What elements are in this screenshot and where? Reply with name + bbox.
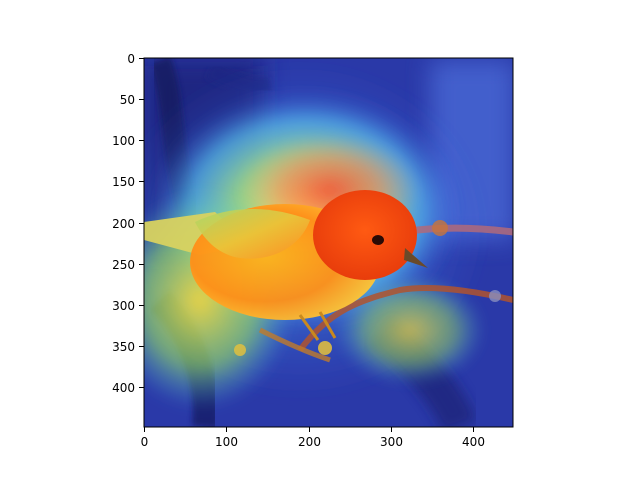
x-tick-label: 200 xyxy=(298,435,321,449)
heatmap-image xyxy=(144,58,513,427)
y-tick-label: 300 xyxy=(112,299,135,313)
y-tick-label: 200 xyxy=(112,217,135,231)
x-axis: 0 100 200 300 400 xyxy=(141,427,485,449)
y-tick-label: 100 xyxy=(112,134,135,148)
y-tick-label: 50 xyxy=(120,93,135,107)
x-tick-label: 400 xyxy=(462,435,485,449)
y-axis: 0 50 100 150 200 250 300 350 400 xyxy=(112,52,144,395)
plot-frame xyxy=(143,57,514,428)
x-tick-label: 0 xyxy=(141,435,149,449)
y-tick-label: 0 xyxy=(127,52,135,66)
x-tick-label: 300 xyxy=(380,435,403,449)
y-tick-label: 350 xyxy=(112,340,135,354)
y-tick-label: 400 xyxy=(112,381,135,395)
x-tick-label: 100 xyxy=(215,435,238,449)
y-tick-label: 250 xyxy=(112,258,135,272)
y-tick-label: 150 xyxy=(112,175,135,189)
